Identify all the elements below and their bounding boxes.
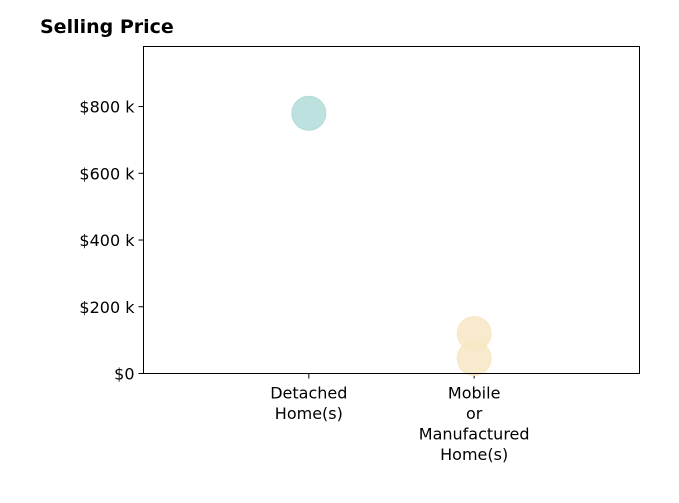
data-point	[291, 95, 327, 131]
y-tick-label: $600 k	[79, 164, 135, 183]
points-layer	[291, 95, 492, 376]
x-tick-label: Detached Home(s)	[270, 384, 347, 424]
x-tick-label-line: Detached	[270, 384, 347, 403]
x-tick-label-line: Home(s)	[275, 404, 343, 423]
data-point	[456, 340, 492, 376]
x-tick-label-line: Manufactured	[419, 425, 530, 444]
y-tick-label: $800 k	[79, 98, 135, 117]
y-tick-label: $400 k	[79, 231, 135, 250]
x-tick-label-line: or	[466, 404, 483, 423]
y-tick-label: $0	[114, 365, 134, 384]
plot-frame	[143, 46, 640, 374]
x-tick-label: Mobile or Manufactured Home(s)	[419, 384, 530, 465]
chart-title: Selling Price	[40, 16, 174, 38]
x-tick-label-line: Home(s)	[440, 445, 508, 464]
x-tick-label-line: Mobile	[448, 384, 500, 403]
y-tick-label: $200 k	[79, 298, 135, 317]
